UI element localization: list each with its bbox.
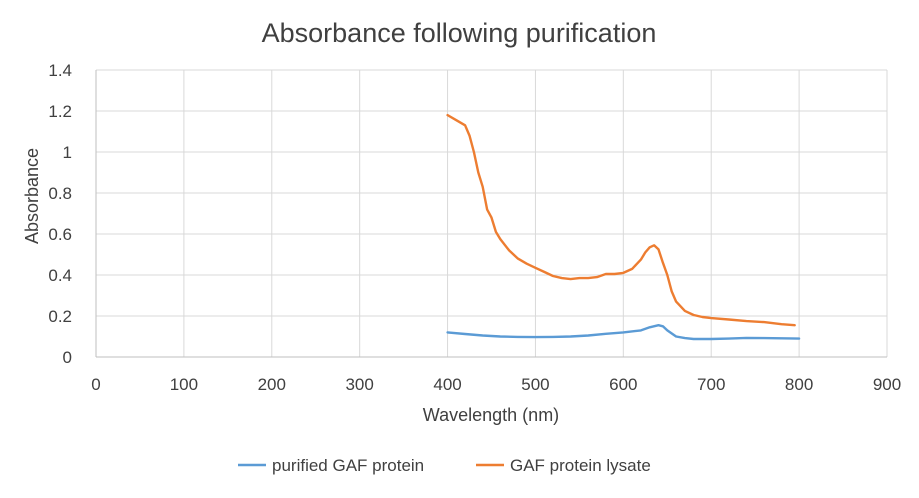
tick-labels: 0 100 200 300 400 500 600 700 800 900 0 0.2 0.4 0.6 0.…: [48, 61, 901, 394]
x-axis-title: Wavelength (nm): [423, 405, 559, 425]
legend: purified GAF protein GAF protein lysate: [238, 456, 651, 475]
gridlines: [96, 69, 888, 357]
x-tick-label: 900: [873, 375, 901, 394]
legend-label-1: GAF protein lysate: [510, 456, 651, 475]
y-tick-label: 1: [63, 143, 72, 162]
y-tick-label: 0.2: [48, 307, 72, 326]
chart-title: Absorbance following purification: [262, 18, 657, 48]
y-tick-label: 1.4: [48, 61, 72, 80]
y-tick-label: 0.6: [48, 225, 72, 244]
y-tick-label: 0.4: [48, 266, 72, 285]
x-tick-label: 600: [609, 375, 637, 394]
x-tick-label: 300: [345, 375, 373, 394]
axes: [95, 70, 887, 358]
series-line-0: [446, 324, 801, 341]
x-tick-label: 700: [697, 375, 725, 394]
x-tick-label: 500: [521, 375, 549, 394]
y-axis-title: Absorbance: [22, 148, 42, 244]
y-tick-label: 0: [63, 348, 72, 367]
x-tick-label: 0: [91, 375, 100, 394]
series-line-1: [446, 113, 796, 327]
x-tick-label: 800: [785, 375, 813, 394]
x-tick-label: 100: [170, 375, 198, 394]
x-tick-label: 200: [258, 375, 286, 394]
legend-label-0: purified GAF protein: [272, 456, 424, 475]
y-tick-label: 1.2: [48, 102, 72, 121]
y-tick-label: 0.8: [48, 184, 72, 203]
series-lines: [446, 113, 801, 341]
x-tick-label: 400: [433, 375, 461, 394]
